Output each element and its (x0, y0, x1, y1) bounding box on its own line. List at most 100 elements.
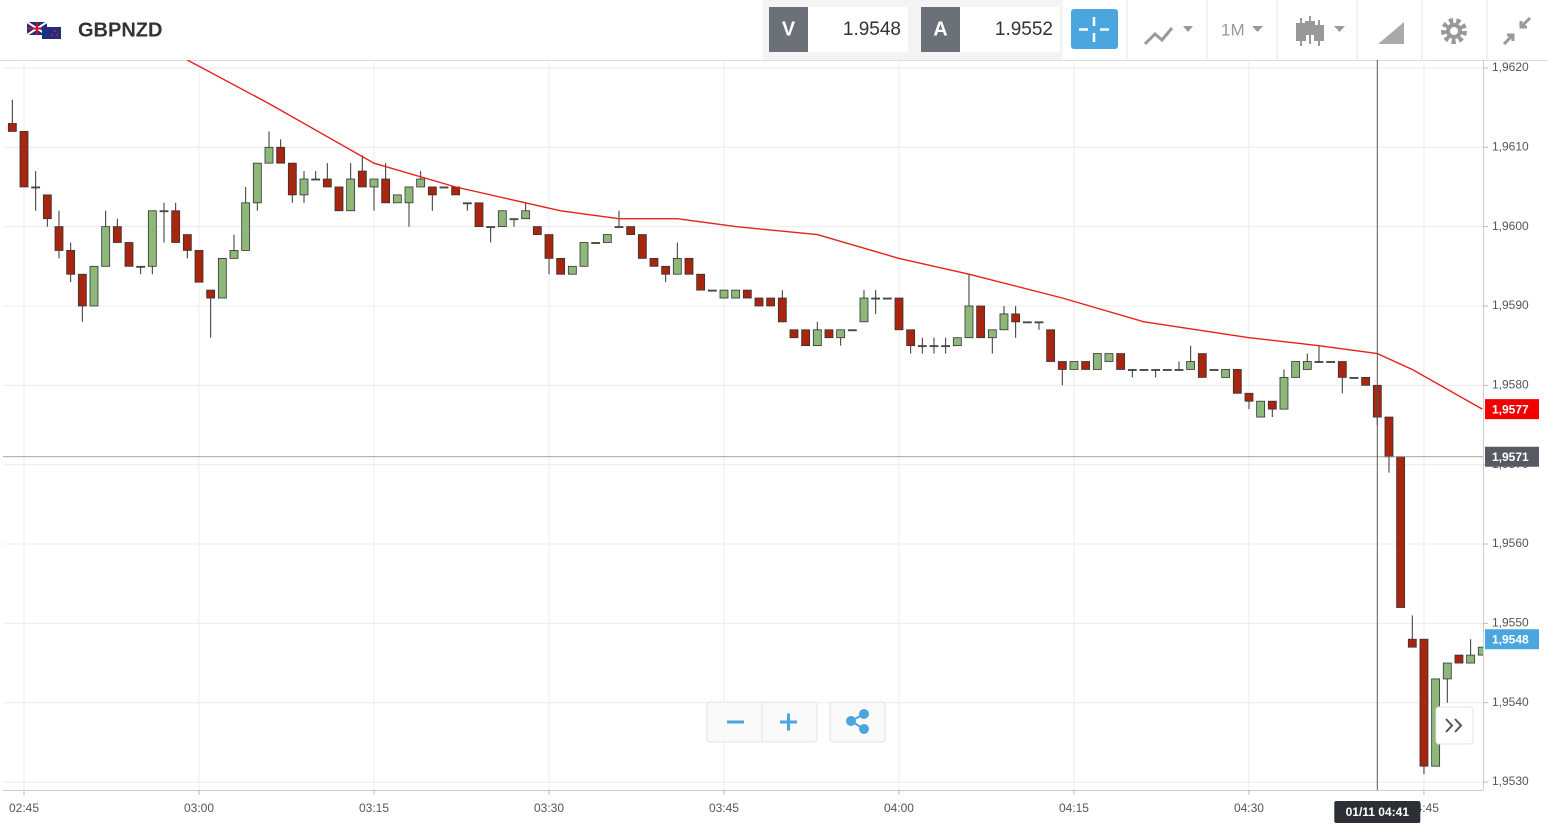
y-tick-label: 1,9560 (1492, 536, 1529, 550)
candle-body (404, 186, 414, 204)
separators (1126, 0, 1488, 60)
candle-body (1151, 369, 1161, 371)
buy-label[interactable]: A (933, 18, 947, 40)
candle-body (812, 329, 822, 347)
candle-body (731, 289, 741, 299)
timeframe[interactable]: 1M (1221, 20, 1245, 39)
crosshair-label: 01/11 04:41 (1346, 805, 1410, 819)
candle-body (229, 250, 239, 259)
sell-price-box (808, 7, 908, 52)
candle-body (19, 131, 29, 188)
dropdown-arrow (1183, 26, 1193, 32)
candle-body (66, 250, 76, 275)
y-tick-label: 1,9550 (1492, 616, 1529, 630)
x-tick-label: 03:45 (709, 801, 739, 815)
candle-body (964, 305, 974, 339)
candle-body (1197, 353, 1207, 378)
share-box (829, 701, 886, 743)
candle-body (614, 226, 624, 229)
candle-body (789, 329, 799, 339)
flag (26, 21, 61, 39)
candle-body (987, 329, 997, 339)
candle-body (346, 178, 356, 212)
candle-body (381, 178, 391, 204)
candle-body (31, 186, 41, 189)
settings-icon[interactable] (1441, 18, 1467, 44)
sell-label[interactable]: V (782, 18, 796, 40)
symbol: GBPNZD (78, 19, 162, 41)
collapse-icon[interactable] (1502, 16, 1532, 46)
candle-body (1384, 416, 1394, 458)
candle-body (637, 234, 647, 259)
candle-body (999, 313, 1009, 331)
y-tick-label: 1,9620 (1492, 60, 1529, 74)
candle-body (579, 242, 589, 267)
candle-body (1034, 321, 1044, 324)
candle-body (1326, 361, 1336, 363)
crosshair-icon (1079, 17, 1109, 42)
candle-body (929, 345, 939, 348)
sell-price: 1.9548 (843, 19, 901, 40)
candle-icon[interactable] (1296, 16, 1324, 46)
candle-body (1127, 369, 1137, 371)
share-icon[interactable] (846, 709, 869, 734)
candle-body (1081, 361, 1091, 370)
y-tick-label: 1,9530 (1492, 774, 1529, 788)
candle-body (1174, 369, 1184, 371)
candle-body (672, 257, 682, 275)
candle-body (486, 226, 496, 229)
y-tick-label: 1,9580 (1492, 377, 1529, 391)
candle-body (194, 250, 204, 283)
candle-body (1092, 353, 1102, 370)
scroll-right-button[interactable] (1435, 706, 1474, 745)
candle-body (661, 265, 671, 275)
candle-body (474, 202, 484, 228)
x-tick-label: 02:45 (9, 801, 39, 815)
buy-button[interactable] (921, 7, 960, 52)
x-tick-label: 03:15 (359, 801, 389, 815)
y-tick-label: 1,9540 (1492, 695, 1529, 709)
candle-body (649, 257, 659, 267)
buy-price-box (960, 7, 1060, 52)
chart-type-icon[interactable] (1143, 27, 1174, 46)
candle-body (976, 305, 986, 339)
candle-body (1011, 313, 1021, 323)
y-tick-label: 1,9600 (1492, 219, 1529, 233)
candle-body (859, 297, 869, 323)
price-tag-label: 1,9577 (1492, 402, 1529, 416)
price-tag (1485, 399, 1539, 420)
crosshair-button[interactable] (1071, 9, 1118, 49)
candle-body (626, 226, 636, 235)
candle-body (42, 194, 52, 220)
candle-body (1291, 361, 1301, 378)
candle-body (766, 297, 776, 307)
candle-body (311, 178, 321, 181)
candle-body (1046, 329, 1056, 362)
candle-body (89, 265, 99, 307)
candle-body (1349, 376, 1359, 379)
moving-average (186, 60, 1483, 410)
candle-body (544, 234, 554, 259)
candle-body (906, 329, 916, 347)
candle-body (299, 178, 309, 196)
candle-body (684, 257, 694, 275)
candle-body (742, 289, 752, 299)
settings-icon-core (1446, 23, 1462, 39)
candle-body (917, 345, 927, 348)
candle-body (1396, 456, 1406, 608)
candle-body (1116, 353, 1126, 370)
candle-body (276, 146, 286, 164)
candle-body (357, 170, 367, 188)
sell-button[interactable] (769, 7, 808, 52)
x-tick-label: 03:30 (534, 801, 564, 815)
candle-body (1337, 361, 1347, 378)
dropdown-arrow (1334, 26, 1345, 32)
candle-body (1104, 353, 1114, 362)
candle-body (1069, 361, 1079, 370)
zoom-in[interactable] (780, 713, 797, 731)
candle-body (369, 178, 379, 188)
draw-icon[interactable] (1378, 22, 1404, 44)
candle-body (847, 329, 857, 332)
candle-body (556, 257, 566, 275)
